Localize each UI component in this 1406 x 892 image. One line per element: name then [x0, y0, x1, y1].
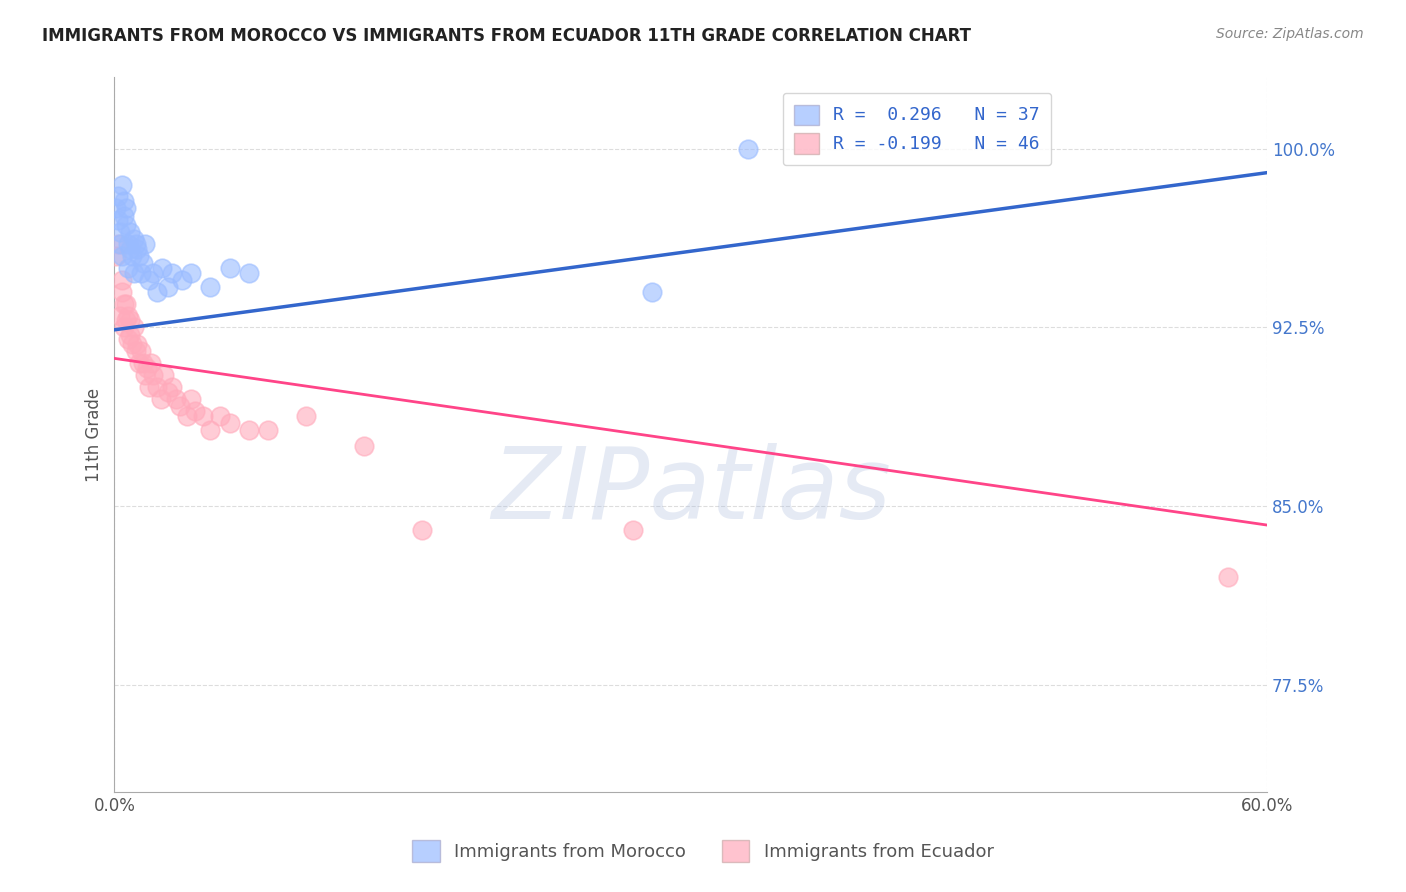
- Point: [105, 202, 128, 216]
- Point: [118, 313, 141, 327]
- Point: [112, 296, 135, 310]
- Point: [128, 356, 150, 370]
- Point: [121, 249, 143, 263]
- Point: [169, 399, 191, 413]
- Point: [170, 273, 193, 287]
- Point: [218, 416, 240, 430]
- Point: [117, 309, 139, 323]
- Point: [129, 344, 152, 359]
- Point: [238, 266, 260, 280]
- Point: [160, 266, 183, 280]
- Point: [138, 273, 160, 287]
- Point: [115, 202, 138, 216]
- Point: [115, 313, 138, 327]
- Point: [108, 237, 131, 252]
- Point: [180, 392, 202, 406]
- Point: [138, 380, 160, 394]
- Point: [112, 320, 135, 334]
- Point: [176, 409, 198, 423]
- Point: [127, 337, 149, 351]
- Point: [121, 337, 143, 351]
- Point: [108, 225, 131, 239]
- Point: [124, 237, 146, 252]
- Point: [136, 360, 159, 375]
- Point: [200, 423, 222, 437]
- Point: [295, 409, 318, 423]
- Point: [118, 225, 141, 239]
- Point: [118, 242, 141, 256]
- Point: [111, 249, 134, 263]
- Point: [107, 237, 129, 252]
- Point: [117, 332, 139, 346]
- Point: [157, 384, 180, 399]
- Point: [149, 392, 172, 406]
- Point: [111, 285, 134, 299]
- Point: [152, 260, 174, 275]
- Text: ZIPatlas: ZIPatlas: [491, 443, 890, 541]
- Point: [105, 249, 128, 263]
- Point: [134, 368, 156, 382]
- Point: [122, 320, 145, 334]
- Point: [142, 368, 165, 382]
- Y-axis label: 11th Grade: 11th Grade: [86, 387, 103, 482]
- Point: [353, 440, 375, 454]
- Point: [129, 266, 152, 280]
- Point: [191, 409, 214, 423]
- Legend: Immigrants from Morocco, Immigrants from Ecuador: Immigrants from Morocco, Immigrants from…: [405, 833, 1001, 870]
- Point: [238, 423, 260, 437]
- Point: [184, 403, 207, 417]
- Point: [641, 285, 664, 299]
- Point: [107, 213, 129, 227]
- Legend: R =  0.296   N = 37, R = -0.199   N = 46: R = 0.296 N = 37, R = -0.199 N = 46: [783, 93, 1052, 165]
- Point: [257, 423, 280, 437]
- Point: [209, 409, 232, 423]
- Point: [200, 280, 222, 294]
- Point: [145, 285, 167, 299]
- Point: [115, 218, 138, 232]
- Point: [108, 309, 131, 323]
- Point: [1218, 570, 1240, 584]
- Point: [111, 273, 134, 287]
- Point: [737, 142, 759, 156]
- Point: [122, 232, 145, 246]
- Point: [153, 368, 176, 382]
- Point: [115, 296, 138, 310]
- Point: [180, 266, 202, 280]
- Point: [117, 260, 139, 275]
- Point: [112, 194, 135, 209]
- Point: [111, 178, 134, 192]
- Point: [142, 266, 165, 280]
- Point: [132, 356, 155, 370]
- Point: [107, 189, 129, 203]
- Point: [127, 242, 149, 256]
- Text: IMMIGRANTS FROM MOROCCO VS IMMIGRANTS FROM ECUADOR 11TH GRADE CORRELATION CHART: IMMIGRANTS FROM MOROCCO VS IMMIGRANTS FR…: [42, 27, 972, 45]
- Point: [117, 237, 139, 252]
- Point: [122, 266, 145, 280]
- Point: [134, 237, 156, 252]
- Point: [621, 523, 644, 537]
- Point: [112, 209, 135, 223]
- Point: [411, 523, 433, 537]
- Point: [118, 327, 141, 342]
- Point: [128, 249, 150, 263]
- Text: Source: ZipAtlas.com: Source: ZipAtlas.com: [1216, 27, 1364, 41]
- Point: [145, 380, 167, 394]
- Point: [218, 260, 240, 275]
- Point: [139, 356, 162, 370]
- Point: [160, 380, 183, 394]
- Point: [124, 344, 146, 359]
- Point: [132, 256, 155, 270]
- Point: [165, 392, 187, 406]
- Point: [157, 280, 180, 294]
